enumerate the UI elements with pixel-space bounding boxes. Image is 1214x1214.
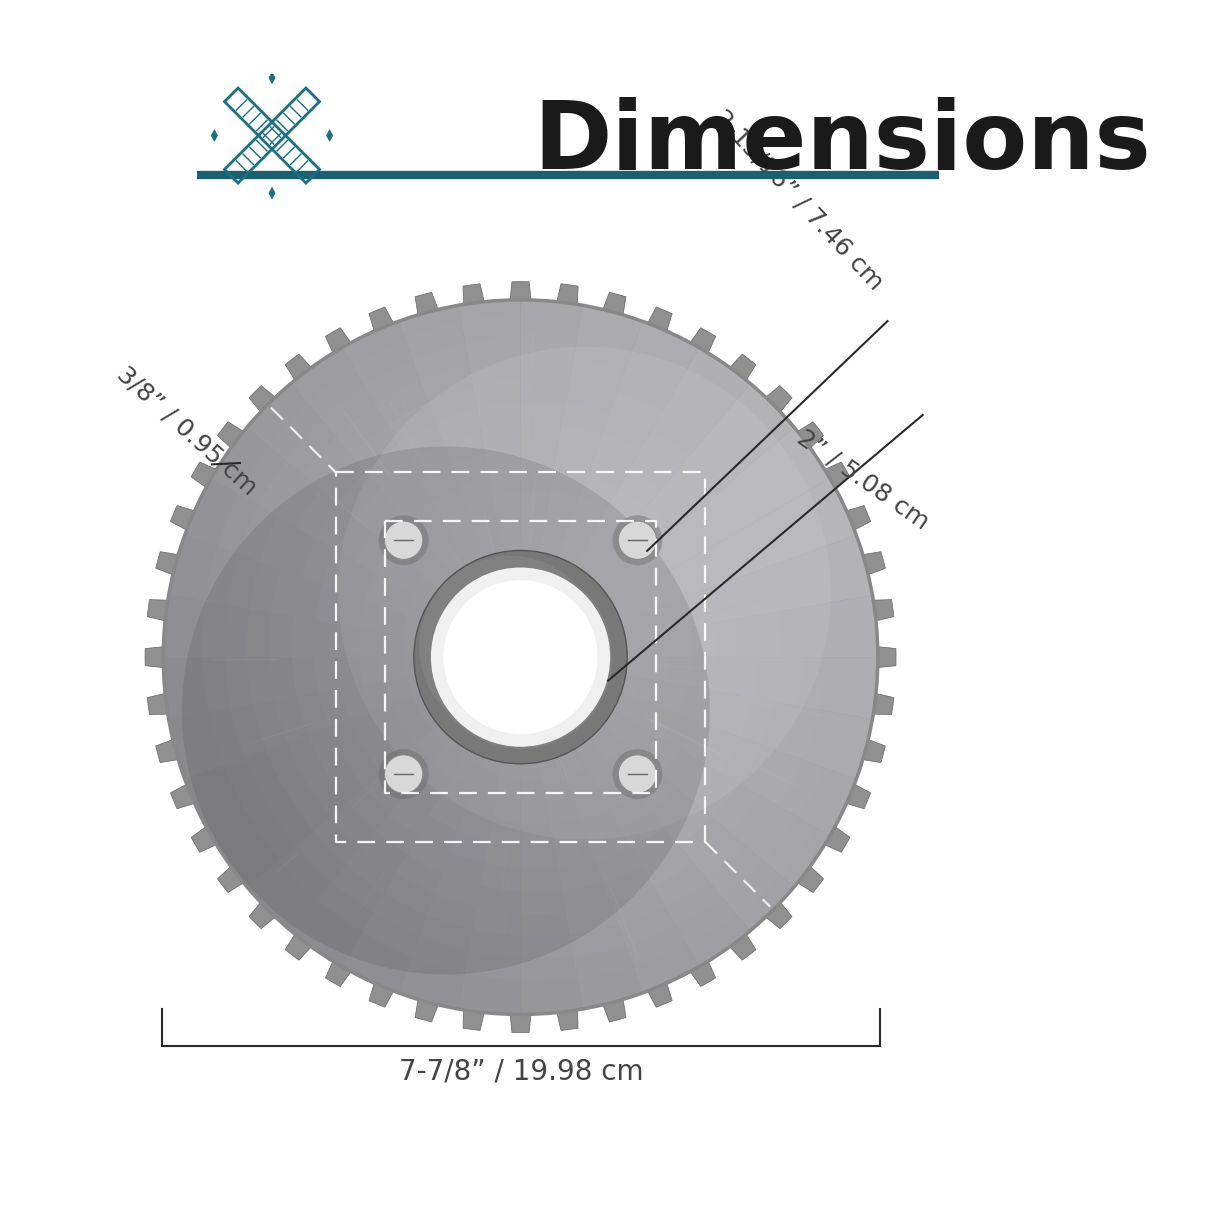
- Circle shape: [336, 447, 737, 846]
- Circle shape: [314, 424, 759, 869]
- Circle shape: [618, 521, 657, 560]
- Wedge shape: [248, 385, 521, 657]
- Wedge shape: [521, 657, 642, 1008]
- Wedge shape: [521, 301, 583, 657]
- Circle shape: [515, 625, 558, 668]
- Wedge shape: [170, 535, 521, 657]
- Wedge shape: [521, 535, 870, 657]
- Circle shape: [385, 521, 422, 560]
- Polygon shape: [270, 72, 276, 84]
- Wedge shape: [399, 657, 521, 1008]
- Wedge shape: [521, 657, 877, 719]
- Wedge shape: [342, 323, 521, 657]
- Wedge shape: [521, 657, 828, 886]
- Wedge shape: [521, 307, 642, 657]
- Wedge shape: [521, 657, 583, 1012]
- Wedge shape: [212, 429, 521, 657]
- Wedge shape: [293, 350, 521, 657]
- Wedge shape: [165, 657, 521, 719]
- Circle shape: [161, 299, 880, 1016]
- Wedge shape: [187, 480, 521, 657]
- Wedge shape: [521, 480, 855, 657]
- Circle shape: [613, 749, 663, 799]
- Wedge shape: [521, 657, 855, 835]
- Circle shape: [430, 567, 611, 748]
- Circle shape: [419, 556, 601, 737]
- Circle shape: [426, 535, 647, 758]
- Circle shape: [203, 312, 870, 981]
- Wedge shape: [212, 657, 521, 886]
- Wedge shape: [521, 429, 828, 657]
- Wedge shape: [521, 385, 793, 657]
- Circle shape: [225, 334, 849, 959]
- Wedge shape: [399, 307, 521, 657]
- Text: Dimensions: Dimensions: [533, 97, 1151, 189]
- Wedge shape: [293, 657, 521, 965]
- Polygon shape: [270, 187, 276, 199]
- Text: 2” / 5.08 cm: 2” / 5.08 cm: [793, 426, 934, 534]
- Wedge shape: [521, 657, 749, 965]
- Circle shape: [358, 469, 714, 824]
- Circle shape: [613, 515, 663, 566]
- Text: 3/8” / 0.95 cm: 3/8” / 0.95 cm: [112, 362, 261, 500]
- Wedge shape: [342, 657, 521, 991]
- Circle shape: [471, 580, 602, 713]
- Wedge shape: [187, 657, 521, 835]
- Circle shape: [381, 490, 692, 802]
- Wedge shape: [165, 595, 521, 657]
- Circle shape: [270, 379, 804, 914]
- Circle shape: [618, 755, 657, 793]
- Polygon shape: [211, 130, 217, 141]
- Wedge shape: [459, 657, 521, 1012]
- Circle shape: [246, 357, 827, 936]
- Wedge shape: [521, 657, 793, 930]
- Circle shape: [493, 603, 580, 691]
- Circle shape: [403, 514, 670, 779]
- Text: 2-15/16” / 7.46 cm: 2-15/16” / 7.46 cm: [709, 106, 887, 295]
- Circle shape: [182, 447, 710, 975]
- Circle shape: [379, 749, 429, 799]
- Circle shape: [379, 515, 429, 566]
- Wedge shape: [521, 657, 870, 778]
- Wedge shape: [248, 657, 521, 930]
- Wedge shape: [521, 350, 749, 657]
- Circle shape: [448, 558, 625, 734]
- Circle shape: [414, 550, 628, 764]
- Wedge shape: [521, 657, 698, 991]
- Polygon shape: [327, 130, 333, 141]
- Wedge shape: [521, 595, 877, 657]
- Circle shape: [385, 755, 422, 793]
- Polygon shape: [144, 282, 896, 1033]
- Wedge shape: [170, 657, 521, 778]
- Wedge shape: [459, 301, 521, 657]
- Circle shape: [339, 347, 830, 840]
- Circle shape: [443, 580, 597, 734]
- Wedge shape: [521, 323, 698, 657]
- Circle shape: [291, 402, 782, 891]
- Text: 7-7/8” / 19.98 cm: 7-7/8” / 19.98 cm: [398, 1057, 643, 1085]
